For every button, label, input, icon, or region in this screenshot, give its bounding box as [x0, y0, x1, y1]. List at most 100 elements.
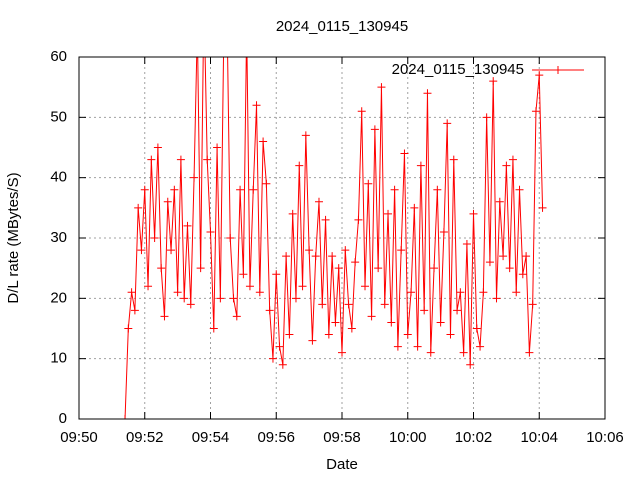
data-point — [216, 294, 225, 303]
data-point — [249, 185, 258, 194]
x-tick-label: 09:50 — [60, 429, 98, 446]
data-point — [183, 221, 192, 230]
legend-label: 2024_0115_130945 — [392, 61, 524, 78]
data-point — [213, 143, 222, 152]
data-point — [223, 5, 231, 13]
x-tick-label: 09:58 — [323, 429, 361, 446]
data-point — [170, 185, 179, 194]
data-point — [124, 324, 133, 333]
data-point — [186, 300, 195, 309]
data-point — [351, 258, 360, 267]
data-line — [124, 57, 544, 419]
data-point — [502, 161, 511, 170]
y-tick-label: 20 — [50, 289, 67, 306]
data-point — [426, 348, 435, 357]
data-point — [295, 161, 304, 170]
data-point — [328, 252, 337, 261]
data-point — [446, 330, 455, 339]
data-point — [206, 227, 215, 236]
data-point — [203, 155, 212, 164]
data-point — [466, 360, 475, 369]
data-point — [538, 203, 547, 212]
chart-title: 2024_0115_130945 — [276, 18, 408, 35]
y-axis-label: D/L rate (MBytes/S) — [5, 172, 22, 303]
data-point — [173, 288, 182, 297]
data-point — [150, 234, 159, 242]
data-point — [367, 312, 376, 321]
x-axis-label: Date — [326, 456, 358, 473]
data-point — [393, 342, 402, 351]
data-point — [196, 264, 205, 273]
data-point — [137, 246, 146, 255]
data-point — [255, 288, 264, 297]
data-point — [380, 300, 389, 309]
data-point — [338, 348, 346, 357]
data-point — [485, 258, 494, 267]
data-point — [127, 288, 136, 297]
data-point — [334, 264, 343, 273]
data-point — [522, 252, 531, 261]
data-point — [291, 294, 300, 303]
data-point — [226, 234, 235, 242]
data-point — [416, 161, 425, 170]
data-point — [180, 294, 189, 303]
x-tick-label: 10:06 — [586, 429, 624, 446]
data-point — [472, 324, 481, 333]
y-tick-label: 30 — [50, 229, 67, 246]
x-tick-label: 09:56 — [257, 429, 295, 446]
data-point — [476, 342, 485, 351]
data-point — [525, 348, 534, 357]
data-point — [499, 252, 508, 261]
data-point — [361, 282, 370, 291]
data-point — [410, 203, 419, 212]
data-point — [357, 107, 366, 116]
data-point — [282, 252, 291, 261]
data-point — [305, 246, 314, 255]
data-point — [157, 264, 166, 273]
data-point — [384, 209, 393, 218]
y-tick-label: 10 — [50, 350, 67, 367]
data-point — [314, 197, 323, 206]
data-point — [387, 318, 396, 327]
data-point — [259, 137, 268, 146]
data-point — [220, 41, 228, 49]
data-point — [433, 185, 442, 194]
data-point — [518, 270, 527, 279]
x-tick-label: 09:52 — [126, 429, 164, 446]
data-point — [163, 197, 172, 206]
y-tick-label: 0 — [59, 410, 67, 427]
data-point — [160, 312, 169, 321]
data-point — [430, 264, 439, 273]
data-point — [236, 185, 245, 194]
data-point — [167, 246, 176, 255]
data-point — [232, 312, 241, 321]
data-point — [347, 324, 356, 333]
data-point — [505, 264, 514, 273]
data-point — [413, 342, 422, 351]
data-point — [364, 179, 373, 188]
data-point — [147, 155, 156, 164]
data-point — [252, 101, 261, 110]
data-point — [190, 173, 199, 182]
data-point — [439, 227, 448, 236]
data-point — [436, 318, 445, 327]
data-point — [482, 113, 491, 122]
data-point — [354, 215, 363, 224]
y-tick-label: 40 — [50, 169, 67, 186]
data-point — [370, 125, 379, 134]
plot-area — [121, 5, 547, 419]
data-point — [324, 330, 333, 339]
data-point — [512, 288, 521, 297]
data-point — [285, 330, 294, 339]
data-point — [318, 300, 327, 309]
data-point — [400, 149, 409, 158]
data-point — [341, 246, 350, 255]
data-point — [130, 306, 139, 315]
data-point — [144, 282, 153, 291]
data-point — [308, 336, 317, 345]
data-point — [397, 246, 406, 255]
data-point — [229, 294, 238, 303]
data-point — [209, 324, 218, 333]
data-point — [479, 288, 488, 297]
data-point — [456, 288, 465, 297]
